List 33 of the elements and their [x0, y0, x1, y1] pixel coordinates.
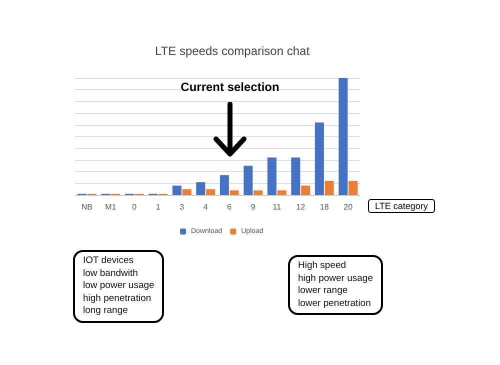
text: IOT devices low bandwith low power usage high penetration long range	[73, 250, 164, 322]
bar	[291, 158, 300, 195]
x-tick-label: 9	[250, 202, 256, 212]
annotation: Current selection	[180, 80, 280, 94]
x-tick-label: NB	[81, 202, 92, 212]
bar	[230, 190, 239, 195]
bar	[301, 186, 310, 195]
x-tick-label: 11	[272, 202, 282, 212]
chart-title: LTE speeds comparison chat	[155, 44, 310, 58]
bar	[314, 122, 324, 195]
x-tick-label: M1	[105, 202, 117, 212]
x-tick-label: 0	[132, 202, 138, 212]
text: High speed high power usage lower range lower penetration	[288, 255, 383, 315]
x-tick-label: 18	[320, 202, 330, 212]
bar	[348, 180, 358, 195]
x-tick-label: 3	[180, 202, 185, 212]
bar	[196, 182, 206, 195]
bar	[220, 175, 229, 195]
bar	[324, 180, 334, 195]
bar	[277, 190, 286, 195]
x-tick-label: 20	[344, 202, 354, 212]
bar	[267, 158, 276, 195]
bar	[254, 190, 263, 195]
bar	[206, 189, 216, 195]
bar	[338, 78, 348, 195]
x-tick-label: 4	[203, 202, 208, 212]
bar	[244, 166, 253, 195]
bar	[172, 186, 182, 195]
bar	[182, 189, 192, 195]
x-tick-label: 6	[227, 202, 232, 212]
x-axis-title: LTE category	[368, 199, 435, 213]
x-tick-label: 1	[156, 202, 161, 212]
x-tick-label: 12	[296, 202, 306, 212]
